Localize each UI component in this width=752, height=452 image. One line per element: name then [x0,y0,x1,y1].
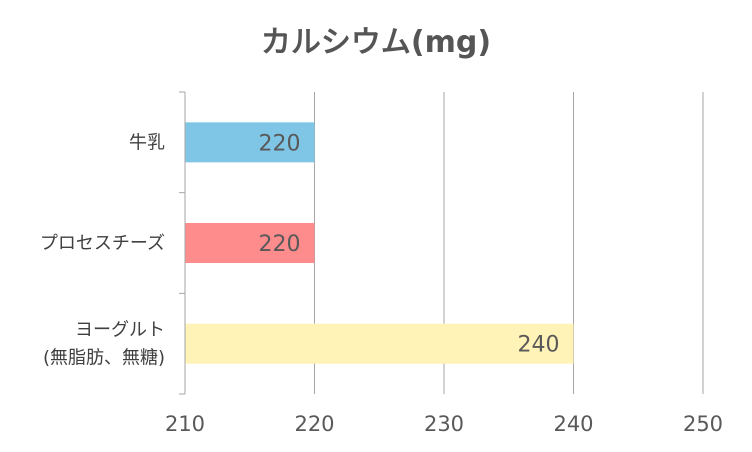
bar-2 [185,223,315,263]
x-tick-label: 230 [424,412,464,436]
x-tick-label: 210 [165,412,205,436]
labels: 210 220 230 240 250 220 牛乳 220 プロセスチーズ 240 ヨーグルト (無… [40,131,723,436]
bar-3 [185,323,574,364]
axes [179,91,186,395]
bar-1 [185,122,315,163]
category-label-3-line-1: ヨーグルト [75,320,165,341]
data-label-3: 240 [518,333,560,358]
data-label-2: 220 [259,232,301,257]
x-tick-label: 250 [683,412,723,436]
x-tick-label: 240 [553,412,593,436]
category-label-2-line-1: プロセスチーズ [40,233,165,254]
data-label-1: 220 [259,131,301,156]
bars [185,122,574,364]
category-label-3-line-2: (無脂肪、無糖) [43,348,165,369]
category-label-1-line-1: 牛乳 [129,132,165,153]
x-tick-label: 220 [294,412,334,436]
chart-title: カルシウム(mg) [261,25,491,60]
